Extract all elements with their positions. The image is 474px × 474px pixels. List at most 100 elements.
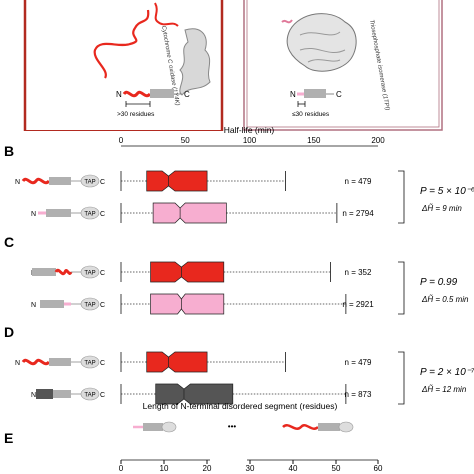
panel-c: C N TAP Cn = 352 N TAP Cn = 2921 P = 0.99 ΔH̃ = … [4,234,469,315]
construct-schematic: N TAP C [31,297,105,311]
construct-n-label: N [31,302,36,309]
panel-e-letter: E [4,430,13,446]
median-difference: ΔH̃ = 12 min [421,385,467,394]
axis-tick-label: 100 [243,136,257,145]
construct-c-label: C [100,392,105,399]
construct-schematic: N TAP C [15,355,105,369]
sample-size-label: n = 2921 [342,300,374,309]
panel-letter: B [4,143,14,159]
notched-box [146,351,208,373]
schematic-c-label-right: C [336,90,342,99]
notched-box [152,202,227,224]
e-axis-tick-label: 0 [119,464,124,473]
schematic-red-wave [122,90,152,98]
schematic-n-label: N [116,90,122,99]
construct-schematic: N TAP C [15,174,105,188]
panel-letter: C [4,234,14,250]
folded-domain-drawing [179,28,211,96]
notched-box [150,261,225,283]
tap-label: TAP [84,393,95,399]
tap-label: TAP [84,180,95,186]
sample-size-label: n = 479 [345,358,372,367]
e-axis-tick-label: 10 [160,464,169,473]
panel-e-ellipsis: ••• [228,422,237,431]
construct-n-label: N [31,392,36,399]
construct-domain [46,209,71,217]
construct-domain [32,268,56,276]
axis-tick-label: 0 [119,136,124,145]
median-difference: ΔH̃ = 9 min [421,204,462,213]
sample-size-label: n = 479 [345,177,372,186]
construct-ordered-segment [36,389,53,399]
construct-n-label: N [15,360,20,367]
tap-label: TAP [84,303,95,309]
sample-size-label: n = 873 [345,390,372,399]
axis-tick-label: 200 [371,136,385,145]
construct-domain [49,358,71,366]
construct-c-label: C [100,179,105,186]
construct-domain [53,390,71,398]
median-difference: ΔH̃ = 0.5 min [421,295,469,304]
schematic-gray-domain [150,89,174,98]
construct-c-label: C [100,360,105,367]
notched-box [146,170,208,192]
tap-label: TAP [84,212,95,218]
half-life-axis: Half-life (min) 0 50 100 150 200 [119,125,385,147]
left-scale-label: >30 residues [117,111,155,118]
construct-c-label: C [100,302,105,309]
folded-protein-drawing [286,13,357,72]
top-left-panel: Cytochrome C oxidase (1Y4K) N C >30 resi… [23,0,224,132]
construct-schematic: N TAP C [31,387,105,401]
construct-n-label: N [31,211,36,218]
p-value: P = 5 × 10⁻⁶ [420,186,474,197]
tap-label: TAP [84,361,95,367]
right-protein-name: Triosephosphate isomerase (1TPI) [368,19,390,111]
construct-disordered-segment [54,268,73,276]
comparison-bracket [398,351,405,405]
e-axis-tick-label: 20 [203,464,212,473]
half-life-axis-title: Half-life (min) [224,125,275,135]
right-scale-label: ≤30 residues [292,111,330,118]
construct-schematic: N TAP C [31,206,105,220]
panel-e-title: Length of N-terminal disordered segment … [143,401,338,411]
panel-letter: D [4,324,14,340]
short-tail-drawing [281,19,293,24]
construct-disordered-segment [21,358,51,366]
construct-c-label: C [100,270,105,277]
top-right-panel: Triosephosphate isomerase (1TPI) N C ≤30… [243,0,443,131]
construct-disordered-segment [21,177,51,185]
e-axis-tick-label: 60 [374,464,383,473]
comparison-bracket [398,170,405,224]
sample-size-label: n = 352 [345,268,372,277]
notched-box [155,383,234,405]
schematic-c-label: C [184,90,190,99]
p-value: P = 2 × 10⁻⁷ [420,367,474,378]
construct-domain [40,300,64,308]
disordered-strand-drawing [93,9,150,79]
disordered-strand-drawing-2 [154,2,179,27]
panel-e: Length of N-terminal disordered segment … [4,401,383,473]
axis-tick-label: 50 [181,136,190,145]
e-axis-tick-label: 50 [332,464,341,473]
comparison-bracket [398,261,405,315]
construct-c-label: C [100,211,105,218]
schematic-n-label-right: N [290,90,296,99]
construct-domain [49,177,71,185]
tap-label: TAP [84,271,95,277]
sample-size-label: n = 2794 [342,209,374,218]
e-axis-tick-label: 30 [246,464,255,473]
p-value: P = 0.99 [420,277,458,288]
construct-n-label: N [15,179,20,186]
axis-tick-label: 150 [307,136,321,145]
notched-box [150,293,225,315]
